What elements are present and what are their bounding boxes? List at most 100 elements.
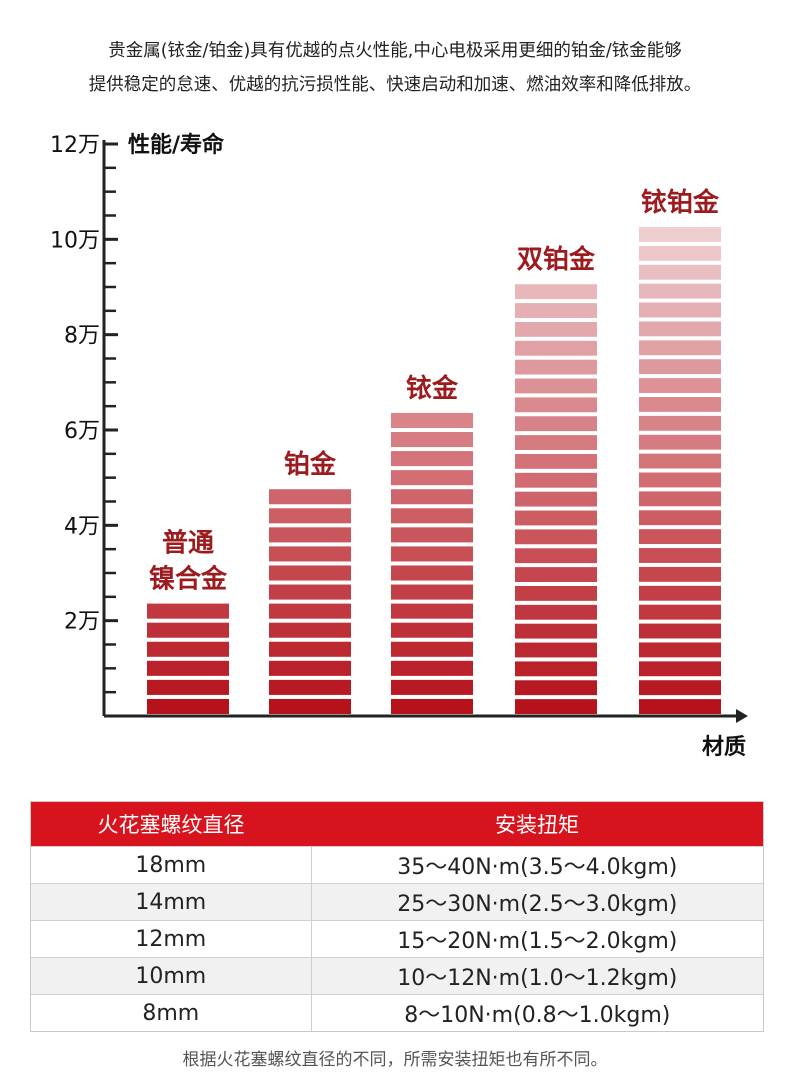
bar-segment (515, 397, 597, 413)
bar-segment (391, 565, 473, 581)
bar-segment (391, 679, 473, 695)
bar-segment (639, 472, 721, 488)
bar-segment (639, 529, 721, 545)
bar-segment (515, 284, 597, 300)
bar-segment (269, 698, 351, 714)
bar-segment (515, 321, 597, 337)
table-row: 14mm 25～30N·m(2.5～3.0kgm) (31, 883, 763, 920)
bar-segment (269, 679, 351, 695)
bar-segment (515, 472, 597, 488)
y-tick-label: 8万 (64, 324, 100, 349)
bar-0 (147, 603, 229, 714)
bar-segment (639, 378, 721, 393)
torque-cell: 10～12N·m(1.0～1.2kgm) (397, 966, 678, 991)
bar-segment (639, 453, 721, 469)
table-row: 10mm 10～12N·m(1.0～1.2kgm) (31, 957, 763, 994)
bar-segment (639, 415, 721, 431)
bar-segment (391, 698, 473, 714)
intro-line-1: 贵金属(铱金/铂金)具有优越的点火性能,中心电极采用更细的铂金/铱金能够 (108, 41, 682, 61)
header-install-torque: 安装扭矩 (495, 813, 579, 837)
bar-segment (639, 491, 721, 507)
bar-1 (269, 489, 351, 714)
torque-cell: 25～30N·m(2.5～3.0kgm) (397, 892, 678, 917)
bar-segment (639, 264, 721, 280)
bar-segment (639, 434, 721, 450)
intro-line-2: 提供稳定的怠速、优越的抗污损性能、快速启动和加速、燃油效率和降低排放。 (88, 75, 702, 95)
y-tick-label: 6万 (64, 419, 100, 444)
bar-segment (639, 302, 721, 318)
bar-segment (515, 378, 597, 394)
torque-cell: 15～20N·m(1.5～2.0kgm) (397, 929, 678, 954)
bar-segment (391, 660, 473, 676)
y-axis-title: 性能/寿命 (128, 132, 225, 158)
thread-diameter-cell: 18mm (31, 847, 312, 883)
bar-segment (639, 623, 721, 639)
bar-segment (639, 396, 721, 412)
bar-segment (639, 227, 721, 242)
table-row: 8mm 8～10N·m(0.8～1.0kgm) (31, 994, 763, 1031)
bar-segment (269, 565, 351, 581)
bar-segment (269, 660, 351, 676)
bar-segment (515, 529, 597, 545)
bar-3 (515, 284, 597, 714)
bar-segment (515, 699, 597, 714)
category-label: 铂金 (284, 449, 337, 480)
bar-segment (639, 680, 721, 696)
bar-segment (515, 661, 597, 677)
y-tick-label: 12万 (50, 133, 100, 158)
bar-segment (391, 508, 473, 524)
bar-segment (639, 321, 721, 337)
bar-segment (391, 432, 473, 448)
bar-segment (391, 641, 473, 657)
category-label: 普通 (162, 528, 214, 559)
bar-segment (515, 435, 597, 450)
bar-segment (269, 527, 351, 543)
chart-bars (147, 227, 721, 714)
bar-segment (269, 603, 351, 619)
bar-segment (515, 491, 597, 507)
bar-segment (391, 527, 473, 543)
bar-segment (515, 510, 597, 526)
bar-segment (515, 623, 597, 639)
y-tick-label: 4万 (64, 514, 100, 539)
bar-segment (639, 359, 721, 375)
bar-segment (515, 548, 597, 564)
thread-diameter-cell: 8mm (31, 995, 312, 1031)
bar-segment (147, 622, 229, 638)
bar-segment (391, 546, 473, 562)
bar-segment (147, 641, 229, 657)
bar-segment (639, 585, 721, 601)
intro-text: 贵金属(铱金/铂金)具有优越的点火性能,中心电极采用更细的铂金/铱金能够 提供稳… (20, 34, 770, 102)
bar-4 (639, 227, 721, 714)
bar-segment (639, 340, 721, 356)
header-thread-diameter: 火花塞螺纹直径 (97, 813, 245, 837)
bar-segment (147, 679, 229, 695)
bar-segment (639, 642, 721, 658)
bar-segment (269, 622, 351, 638)
bar-segment (639, 604, 721, 620)
category-label: 双铂金 (517, 244, 596, 275)
bar-segment (639, 566, 721, 582)
torque-table-header: 火花塞螺纹直径 安装扭矩 (31, 802, 763, 846)
bar-segment (391, 603, 473, 619)
bar-segment (269, 641, 351, 657)
bar-segment (269, 584, 351, 600)
bar-segment (515, 340, 597, 356)
bar-segment (269, 489, 351, 505)
bar-segment (269, 508, 351, 524)
bar-segment (391, 451, 473, 467)
bar-segment (269, 546, 351, 562)
torque-table: 火花塞螺纹直径 安装扭矩 18mm 35～40N·m(3.5～4.0kgm) 1… (30, 801, 764, 1032)
bar-segment (639, 548, 721, 563)
thread-diameter-cell: 14mm (31, 884, 312, 920)
bar-segment (639, 283, 721, 299)
torque-cell: 35～40N·m(3.5～4.0kgm) (397, 855, 678, 880)
bar-segment (147, 660, 229, 676)
category-label: 镍合金 (149, 564, 228, 595)
bar-segment (147, 603, 229, 619)
y-tick-label: 2万 (64, 610, 100, 635)
bar-segment (515, 585, 597, 601)
torque-cell: 8～10N·m(0.8～1.0kgm) (404, 1003, 671, 1028)
category-label: 铱金 (406, 373, 459, 404)
